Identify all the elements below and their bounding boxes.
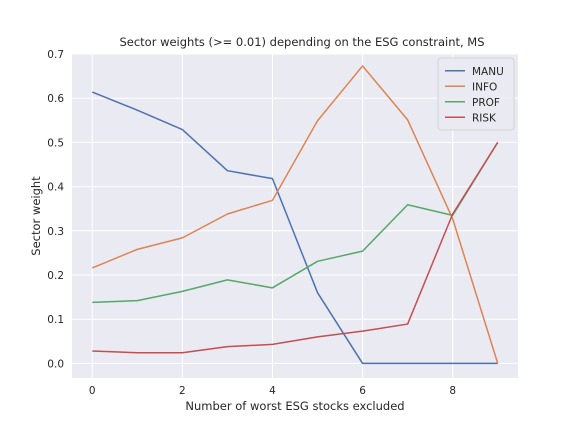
series-line-info (91, 65, 499, 364)
legend-label-prof: PROF (472, 97, 500, 109)
y-axis-label: Sector weight (29, 176, 43, 256)
x-tick-label: 8 (449, 385, 456, 397)
x-tick-label: 2 (179, 385, 186, 397)
series-line-risk (92, 142, 499, 354)
x-tick-labels: 0 2 4 6 8 (89, 385, 456, 397)
series-lines (91, 65, 499, 365)
series-line-prof (92, 142, 499, 304)
y-tick-label: 0.3 (47, 226, 64, 238)
y-tick-label: 0.4 (47, 182, 64, 194)
legend-box (437, 57, 515, 131)
y-tick-labels: 0.0 0.1 0.2 0.3 0.4 0.5 0.6 0.7 (47, 49, 64, 370)
y-tick-label: 0.0 (47, 358, 64, 370)
legend-label-info: INFO (472, 81, 497, 93)
y-tick-label: 0.7 (47, 49, 64, 61)
legend: MANU INFO PROF RISK (437, 57, 515, 131)
chart-title: Sector weights (>= 0.01) depending on th… (119, 35, 484, 49)
legend-label-manu: MANU (472, 66, 504, 78)
y-tick-label: 0.1 (47, 314, 64, 326)
x-axis-label: Number of worst ESG stocks excluded (185, 399, 404, 413)
y-tick-label: 0.2 (47, 270, 64, 282)
y-tick-label: 0.5 (47, 137, 64, 149)
x-tick-label: 0 (89, 385, 96, 397)
legend-label-risk: RISK (472, 112, 497, 124)
x-tick-label: 4 (269, 385, 276, 397)
x-tick-label: 6 (359, 385, 366, 397)
series-line-manu (91, 91, 498, 365)
y-tick-label: 0.6 (47, 93, 64, 105)
